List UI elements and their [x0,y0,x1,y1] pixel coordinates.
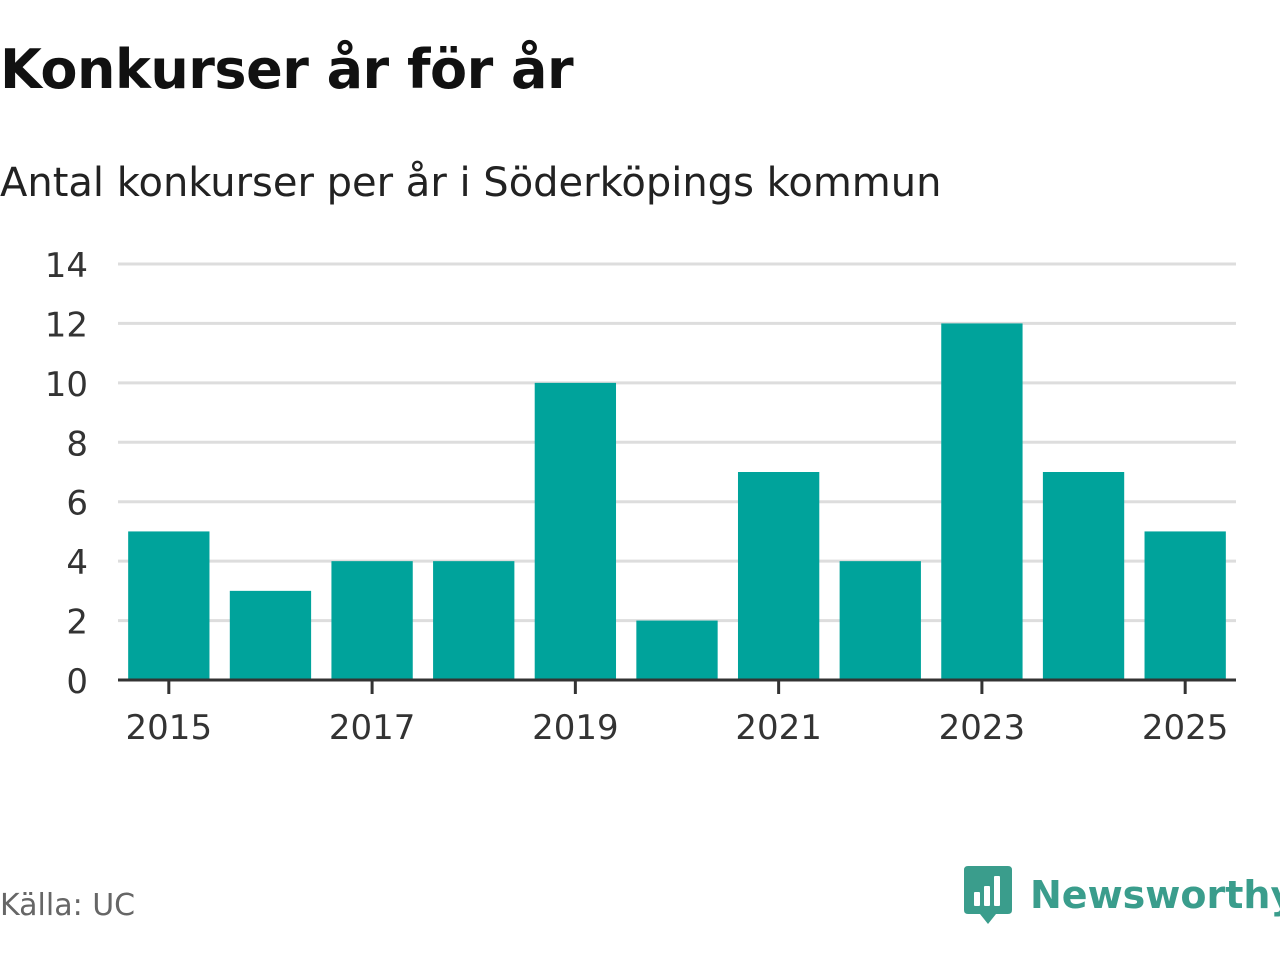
y-tick-label: 0 [66,662,88,702]
bar-2024 [1042,472,1125,680]
bar-2015 [128,531,210,680]
y-tick-label: 4 [66,543,88,583]
x-tick-label: 2017 [329,708,416,748]
bar-2016 [229,590,312,680]
x-tick-label: 2021 [735,708,822,748]
bar-chart: 0 2 4 6 8 10 12 14 2015 2017 2019 2021 2023 2025 [45,246,1236,748]
x-tick-label: 2025 [1142,708,1229,748]
bar-2017 [331,561,413,680]
bar-2025 [1144,531,1226,680]
source-label: Källa: UC [0,888,136,923]
y-tick-label: 6 [66,484,88,524]
brand-name: Newsworthy [1030,873,1280,917]
chart-subtitle: Antal konkurser per år i Söderköpings ko… [0,160,942,206]
bar-2023 [941,323,1023,680]
brand: Newsworthy [962,864,1280,926]
y-tick-label: 8 [66,424,88,464]
bar-2022 [839,561,921,680]
x-tick-label: 2023 [939,708,1026,748]
x-tick-label: 2015 [126,708,213,748]
y-tick-label: 14 [45,246,88,286]
y-tick-label: 10 [45,365,88,405]
bar-2021 [737,472,820,680]
chart-title: Konkurser år för år [0,38,574,101]
bar-2020 [636,620,718,680]
bar-2018 [433,561,515,680]
y-tick-label: 2 [66,603,88,643]
y-tick-label: 12 [45,305,88,345]
bar-2019 [534,382,617,680]
newsworthy-logo-icon [964,866,1012,924]
x-tick-label: 2019 [532,708,619,748]
